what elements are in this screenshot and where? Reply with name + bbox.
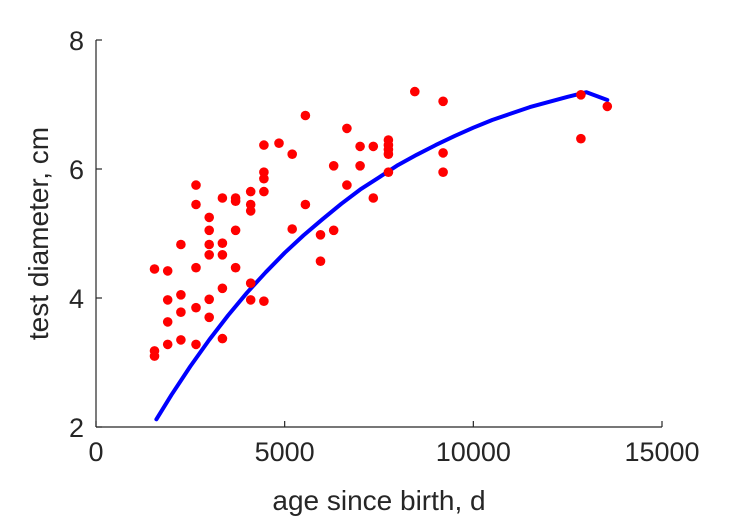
data-point <box>383 167 394 177</box>
data-point <box>245 206 256 216</box>
data-point <box>204 225 214 236</box>
data-point <box>204 239 214 250</box>
data-point <box>204 250 214 260</box>
data-point <box>576 90 586 100</box>
data-point <box>602 101 613 112</box>
data-point <box>576 133 586 144</box>
data-point <box>300 110 311 121</box>
data-point <box>315 230 326 240</box>
x-axis-label: age since birth, d <box>272 485 485 516</box>
data-point <box>383 149 394 159</box>
data-point <box>245 278 256 289</box>
data-point <box>149 351 160 361</box>
data-point <box>438 148 448 158</box>
data-point <box>342 180 352 190</box>
data-point <box>328 161 339 171</box>
data-point <box>259 186 269 197</box>
data-point <box>204 294 214 305</box>
data-point <box>230 196 241 206</box>
data-point <box>217 283 228 294</box>
data-point <box>217 250 228 260</box>
data-point <box>217 193 228 203</box>
data-point <box>176 307 186 318</box>
data-point <box>245 186 256 197</box>
data-point <box>300 199 311 210</box>
x-tick-label: 15000 <box>624 437 699 467</box>
data-point <box>287 224 298 234</box>
data-point <box>191 302 201 313</box>
data-point <box>162 295 173 305</box>
data-point <box>287 149 298 159</box>
x-tick-label: 10000 <box>436 437 511 467</box>
data-point <box>149 264 160 274</box>
data-point <box>176 290 186 300</box>
y-tick-label: 8 <box>69 26 84 56</box>
data-point <box>368 141 379 152</box>
data-point <box>342 123 352 134</box>
data-point <box>355 161 365 171</box>
data-point <box>191 180 201 190</box>
data-point <box>204 312 214 323</box>
y-tick-label: 6 <box>69 155 84 185</box>
data-point <box>438 96 448 107</box>
data-point <box>191 339 201 350</box>
data-point <box>259 140 269 150</box>
y-axis-label: test diameter, cm <box>23 127 54 340</box>
data-point <box>274 138 284 148</box>
data-point <box>259 173 269 184</box>
data-point <box>230 262 241 273</box>
data-point <box>176 239 186 250</box>
data-point <box>217 238 228 248</box>
axes: 0 5000 10000 15000 2 4 6 8 <box>69 26 700 467</box>
data-point <box>191 262 201 273</box>
data-point <box>217 333 228 344</box>
data-point <box>410 86 420 97</box>
data-point <box>162 339 173 350</box>
data-point <box>162 266 173 276</box>
data-point <box>162 317 173 327</box>
fit-curve-layer <box>154 90 610 422</box>
data-point <box>204 212 214 223</box>
data-point <box>328 225 339 236</box>
data-point <box>245 295 256 305</box>
x-tick-label: 5000 <box>255 437 315 467</box>
fit-curve <box>154 90 610 422</box>
y-tick-label: 4 <box>69 284 84 314</box>
data-points-layer <box>149 86 613 361</box>
data-point <box>438 167 448 177</box>
data-point <box>259 296 269 307</box>
labels-layer: age since birth, d test diameter, cm <box>23 127 486 516</box>
data-point <box>368 193 379 203</box>
data-point <box>355 141 365 152</box>
data-point <box>315 256 326 267</box>
data-point <box>191 199 201 210</box>
data-point <box>176 335 186 345</box>
x-tick-label: 0 <box>88 437 103 467</box>
data-point <box>230 225 241 236</box>
y-tick-label: 2 <box>69 413 84 443</box>
